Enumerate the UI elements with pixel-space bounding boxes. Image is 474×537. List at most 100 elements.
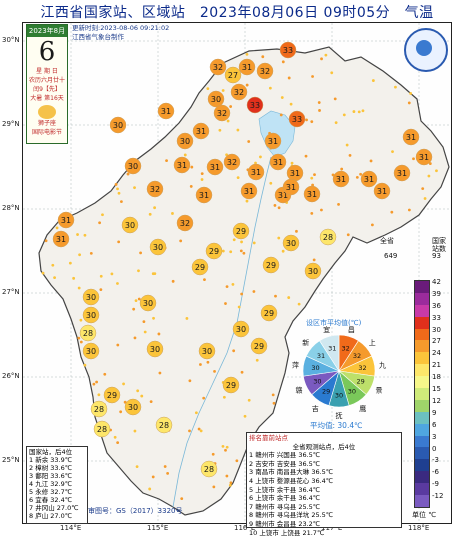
station-marker-circle (79, 324, 97, 342)
station-dot (79, 318, 83, 322)
station-value: 32 (260, 67, 270, 76)
station-marker-circle (230, 83, 248, 101)
station-dot (243, 414, 247, 418)
station-value: 30 (86, 293, 96, 302)
station-value: 28 (159, 421, 169, 430)
station-dot (203, 278, 206, 281)
station-value: 31 (199, 191, 209, 200)
station-dot (390, 210, 394, 214)
legend-swatch (415, 495, 429, 507)
station-dot (277, 206, 281, 210)
station-marker: 32 (209, 58, 227, 76)
station-dot (352, 110, 356, 113)
station-marker: 30 (198, 342, 216, 360)
station-value: 30 (143, 299, 153, 308)
station-marker: 31 (247, 163, 265, 181)
legend-swatch (415, 328, 429, 341)
pie-slice-label: 景 (376, 386, 383, 394)
station-value: 30 (211, 95, 221, 104)
station-dot (357, 110, 361, 114)
station-dot (171, 279, 175, 283)
station-marker-circle (282, 234, 300, 252)
station-value: 31 (251, 168, 261, 177)
station-value: 28 (204, 465, 214, 474)
station-dot (361, 109, 365, 113)
station-dot (202, 396, 206, 400)
station-marker: 33 (246, 96, 264, 114)
station-marker-circle (415, 148, 433, 166)
station-dot (95, 380, 99, 384)
station-dot (188, 379, 192, 383)
station-marker: 28 (319, 228, 337, 246)
station-dot (76, 233, 79, 236)
station-marker: 30 (124, 398, 142, 416)
city-avg-value: 平均值: 30.4℃ (310, 421, 363, 430)
pie-slice-label: 鹰 (359, 404, 366, 413)
station-marker: 31 (192, 122, 210, 140)
station-value: 30 (128, 403, 138, 412)
station-dot (185, 317, 189, 320)
station-marker-circle (176, 132, 194, 150)
station-dot (228, 483, 232, 487)
station-marker-circle (304, 262, 322, 280)
station-marker: 32 (230, 83, 248, 101)
legend-tick-label: 3 (432, 432, 437, 441)
station-dot (117, 191, 121, 195)
station-dot (116, 441, 120, 445)
station-value: 29 (107, 391, 117, 400)
station-marker: 31 (415, 148, 433, 166)
station-dot (221, 89, 225, 92)
station-marker: 30 (146, 340, 164, 358)
station-dot (224, 448, 227, 452)
legend-swatch (415, 364, 429, 377)
station-dot (231, 283, 235, 286)
station-marker: 33 (288, 110, 306, 128)
legend-swatch (415, 435, 429, 448)
station-dot (77, 286, 81, 290)
station-dot (133, 429, 137, 433)
station-dot (245, 83, 249, 87)
station-marker: 30 (207, 90, 225, 108)
legend-swatch (415, 483, 429, 496)
station-dot (225, 445, 229, 449)
station-marker: 28 (93, 420, 111, 438)
station-marker-circle (250, 337, 268, 355)
station-value: 28 (94, 405, 104, 414)
station-dot (355, 175, 359, 179)
station-dot (279, 113, 283, 117)
station-value: 27 (228, 71, 238, 80)
station-dot (110, 272, 114, 276)
station-marker: 27 (224, 66, 242, 84)
station-dot (140, 394, 144, 398)
legend-tick-label: 30 (432, 325, 441, 334)
station-dot (166, 471, 170, 475)
ranking-row: 2 吉安市 吉安县 36.5℃ (249, 459, 321, 468)
station-marker-circle (360, 170, 378, 188)
pie-slice (319, 334, 340, 373)
date-day: 6 (38, 37, 56, 67)
station-dot (340, 167, 344, 171)
station-value: 31 (244, 187, 254, 196)
ranking-row: 5 永修 32.7℃ (29, 488, 73, 496)
station-dot (334, 121, 338, 125)
station-marker-circle (206, 158, 224, 176)
station-value: 32 (227, 158, 237, 167)
station-dot (435, 169, 438, 173)
station-marker: 30 (149, 238, 167, 256)
station-value: 31 (161, 107, 171, 116)
station-dot (427, 174, 431, 178)
station-value: 29 (209, 247, 219, 256)
station-marker: 31 (393, 164, 411, 182)
station-dot (312, 258, 316, 262)
station-value: 31 (377, 187, 387, 196)
legend-swatch (415, 388, 429, 400)
ranking-row: 3 鄱阳 33.6℃ (29, 472, 73, 480)
station-dot (143, 330, 147, 334)
station-dot (163, 465, 167, 468)
pie-slice-label: 宜 (323, 325, 330, 334)
station-dot (206, 87, 210, 91)
station-dot (287, 76, 291, 80)
station-dot (290, 161, 294, 165)
station-dot (133, 336, 137, 340)
legend-tick-label: -6 (432, 468, 439, 477)
